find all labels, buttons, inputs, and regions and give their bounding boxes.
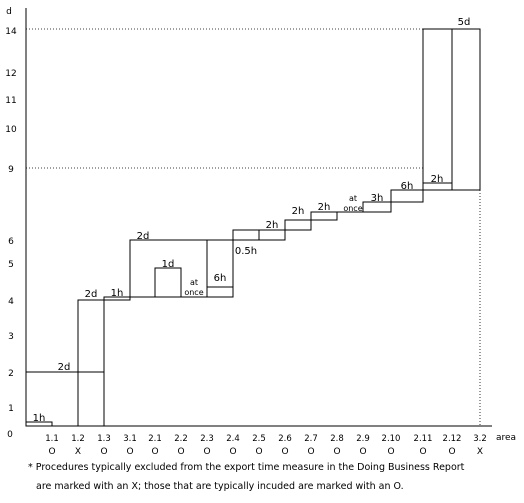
x-tick-label: 2.11	[414, 434, 433, 444]
x-inclusion-mark: O	[359, 447, 366, 457]
x-inclusion-mark: X	[75, 447, 81, 457]
procedure-bar	[422, 28, 453, 191]
x-inclusion-mark: O	[281, 447, 288, 457]
x-inclusion-mark: O	[126, 447, 133, 457]
x-tick-label: 2.9	[356, 434, 370, 444]
reference-lines	[26, 28, 481, 426]
procedure-label: 2h	[431, 174, 444, 185]
procedure-label: 1h	[111, 288, 124, 299]
procedure-bar	[77, 299, 105, 427]
x-inclusion-mark: O	[307, 447, 314, 457]
procedure-label: 2h	[318, 202, 331, 213]
x-inclusion-mark: O	[229, 447, 236, 457]
procedure-bar	[310, 211, 338, 221]
procedure-label: once	[184, 288, 203, 297]
procedure-label: 6h	[214, 273, 227, 284]
x-tick-label: 2.4	[226, 434, 240, 444]
x-tick-label: 2.10	[382, 434, 401, 444]
x-tick-label: 2.8	[330, 434, 344, 444]
x-inclusion-mark: O	[448, 447, 455, 457]
x-inclusion-mark: O	[151, 447, 158, 457]
procedure-label: 3h	[371, 193, 384, 204]
x-inclusion-mark: O	[387, 447, 394, 457]
y-tick-label: 5	[8, 260, 14, 270]
x-tick-label: 2.12	[443, 434, 462, 444]
y-tick-label: 9	[8, 165, 14, 175]
y-tick-label: 10	[5, 125, 17, 135]
x-axis-label: area	[496, 433, 516, 443]
y-tick-label: 11	[5, 96, 16, 106]
x-tick-label: 2.2	[174, 434, 188, 444]
x-tick-label: 3.2	[473, 434, 487, 444]
x-inclusion-mark: O	[419, 447, 426, 457]
x-inclusion-mark: O	[203, 447, 210, 457]
procedure-bar	[362, 201, 392, 213]
x-inclusion-mark: O	[100, 447, 107, 457]
x-inclusion-mark: X	[477, 447, 483, 457]
y-tick-label: 14	[5, 27, 17, 37]
procedure-bar	[451, 28, 481, 191]
procedure-bar	[154, 267, 182, 298]
x-tick-label: 2.5	[252, 434, 266, 444]
x-inclusion-mark: O	[177, 447, 184, 457]
procedure-bar	[284, 219, 312, 231]
procedure-bar	[25, 421, 53, 427]
x-tick-labels: 1.1 1.2 1.3 3.1 2.1 2.2 2.3 2.4 2.5 2.6 2.7 2.8 2.9 2…	[45, 434, 487, 444]
procedure-label: at	[349, 194, 357, 203]
procedure-bar	[232, 229, 260, 241]
y-tick-label: 1	[8, 404, 14, 414]
y-axis-label: d	[6, 7, 12, 17]
procedure-bar	[258, 229, 286, 241]
x-tick-label: 3.1	[123, 434, 137, 444]
procedure-label: 2h	[266, 220, 279, 231]
y-tick-label: 0	[7, 430, 13, 440]
x-tick-label: 2.6	[278, 434, 292, 444]
y-tick-label: 2	[8, 369, 14, 379]
procedure-label: 2d	[85, 289, 98, 300]
procedure-bar	[103, 296, 131, 301]
x-tick-label: 1.2	[71, 434, 85, 444]
procedure-bar	[390, 189, 424, 203]
x-tick-label: 2.3	[200, 434, 214, 444]
procedure-label: 1d	[162, 259, 175, 270]
y-tick-label: 6	[8, 237, 14, 247]
procedure-bars	[25, 28, 481, 427]
procedure-label: 1h	[33, 413, 46, 424]
procedure-label: once	[343, 204, 362, 213]
y-tick-label: 4	[8, 297, 14, 307]
procedure-label: at	[190, 278, 198, 287]
footnote-line-1: * Procedures typically excluded from the…	[28, 462, 465, 473]
y-tick-label: 3	[8, 332, 14, 342]
footnote-line-2: are marked with an X; those that are typ…	[36, 481, 404, 492]
procedure-label: 2h	[292, 206, 305, 217]
axes: d area	[6, 7, 516, 443]
x-inclusion-mark: O	[333, 447, 340, 457]
x-inclusion-mark: O	[255, 447, 262, 457]
x-tick-label: 1.3	[97, 434, 111, 444]
x-tick-label: 2.7	[304, 434, 318, 444]
procedure-label: 0.5h	[235, 246, 257, 257]
x-tick-label: 2.1	[148, 434, 162, 444]
procedure-bar	[206, 286, 234, 298]
procedure-label: 6h	[401, 181, 414, 192]
y-tick-label: 12	[5, 69, 16, 79]
procedure-label: 2d	[137, 231, 150, 242]
x-inclusion-mark: O	[48, 447, 55, 457]
procedure-label: 5d	[458, 17, 471, 28]
procedure-label: 2d	[58, 362, 71, 373]
x-tick-label: 1.1	[45, 434, 59, 444]
